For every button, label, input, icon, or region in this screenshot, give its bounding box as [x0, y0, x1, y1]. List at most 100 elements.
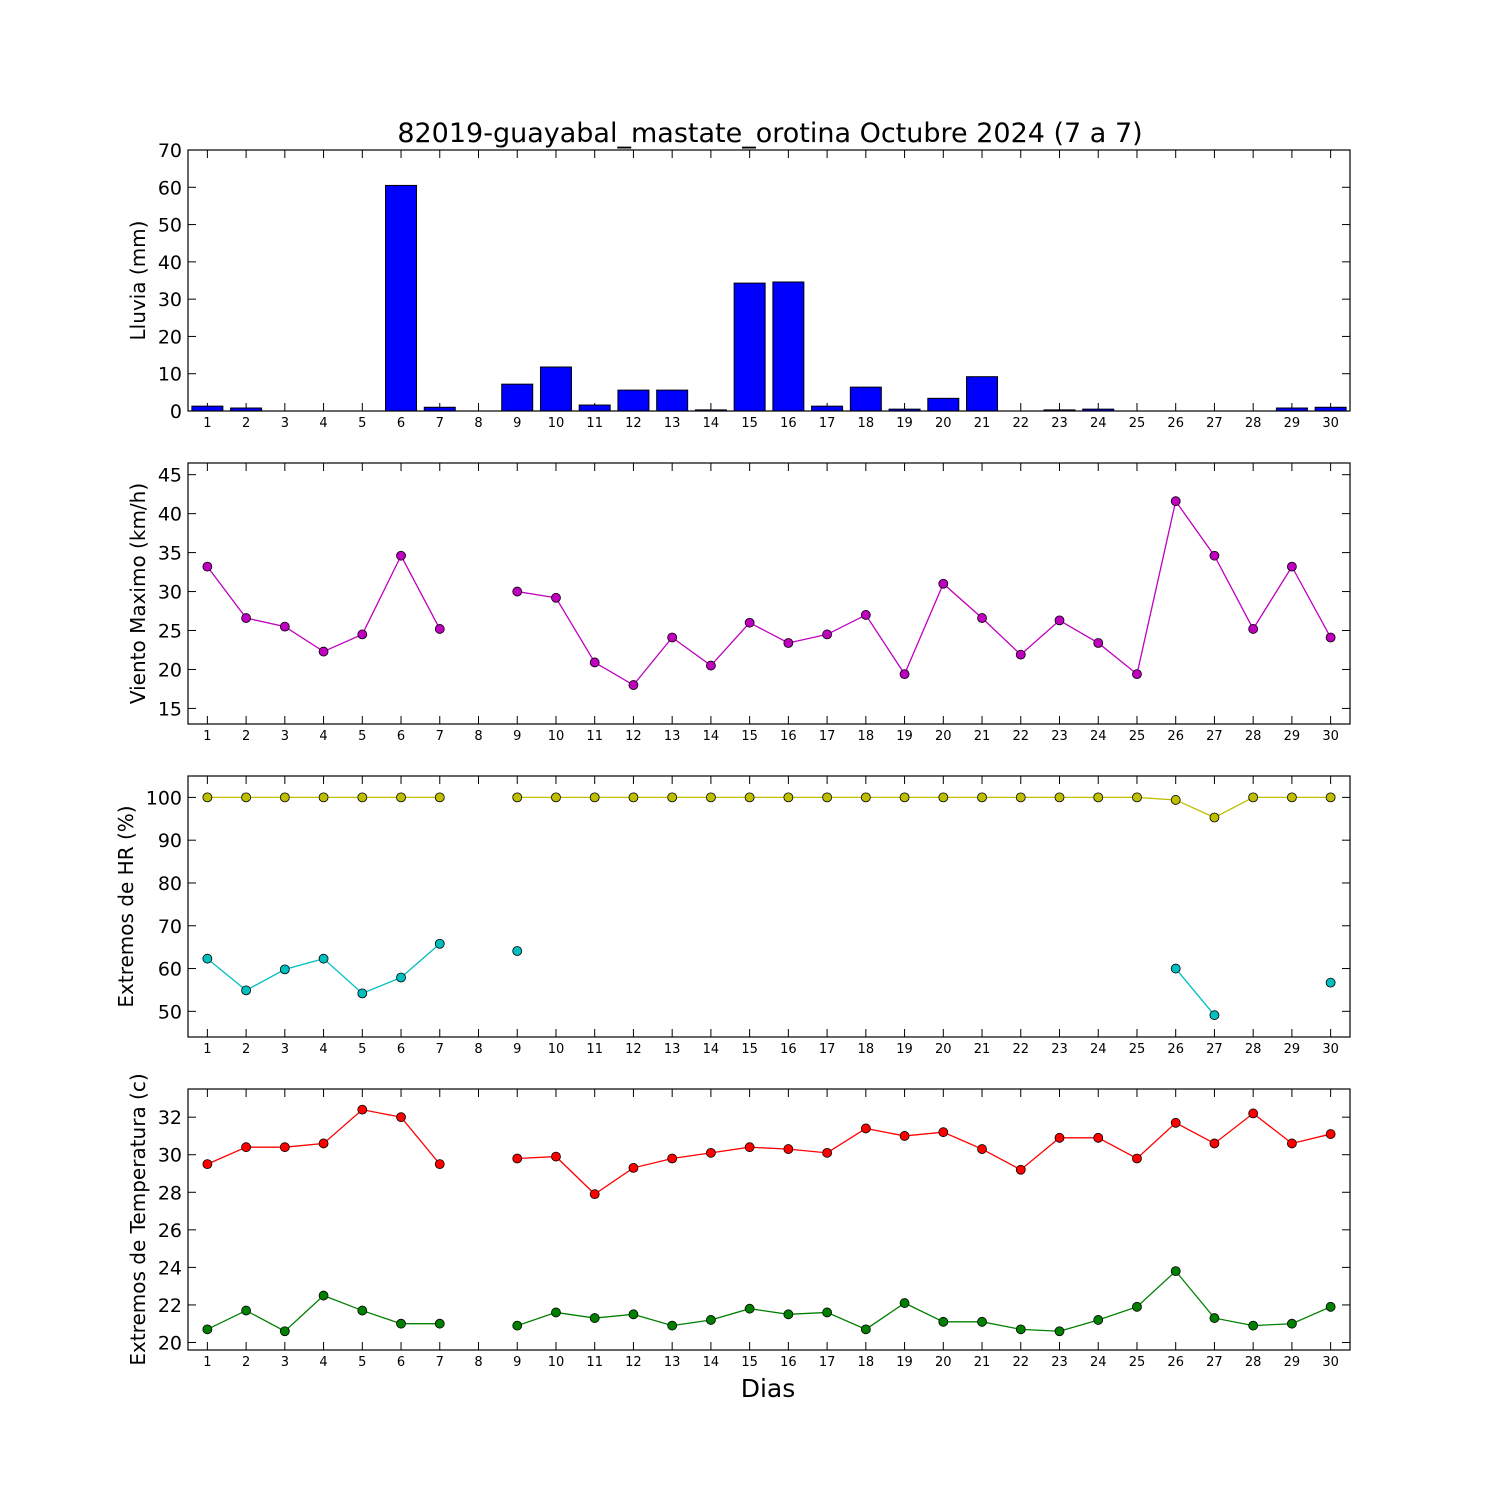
data-point: [706, 792, 716, 803]
data-point: [512, 1153, 523, 1164]
xtick-label: 4: [319, 1042, 327, 1057]
xtick-label: 10: [548, 1355, 565, 1370]
data-point: [202, 953, 213, 964]
xtick-label: 11: [586, 1355, 603, 1370]
data-point: [1170, 1266, 1181, 1277]
xtick-label: 16: [780, 729, 797, 744]
data-point: [1209, 812, 1220, 823]
xtick-label: 24: [1090, 729, 1107, 744]
xtick-label: 30: [1322, 729, 1339, 744]
xtick-label: 10: [548, 416, 565, 431]
xtick-label: 29: [1284, 416, 1301, 431]
xtick-label: 22: [1012, 1042, 1029, 1057]
xtick-label: 13: [664, 1355, 681, 1370]
data-point: [202, 1159, 213, 1170]
data-point: [783, 1309, 794, 1320]
ytick-label: 20: [158, 1332, 182, 1354]
ytick-label: 20: [158, 326, 182, 348]
xtick-label: 21: [974, 1355, 991, 1370]
xtick-label: 16: [780, 1042, 797, 1057]
data-point: [938, 1316, 949, 1327]
rain-bar: [811, 405, 844, 412]
data-point: [357, 1104, 368, 1115]
y-axis-label: Lluvia (mm): [126, 221, 150, 341]
data-point: [241, 613, 252, 623]
xtick-label: 23: [1051, 1355, 1068, 1370]
data-point: [628, 1162, 639, 1173]
rain-bar: [927, 397, 960, 412]
ytick-label: 10: [158, 364, 182, 386]
xtick-label: 9: [513, 1355, 521, 1370]
xtick-label: 5: [358, 1042, 366, 1057]
data-point: [241, 985, 252, 996]
xtick-label: 6: [397, 729, 405, 744]
ytick-label: 90: [158, 830, 182, 852]
xtick-label: 2: [242, 729, 250, 744]
xtick-label: 7: [436, 729, 444, 744]
xtick-label: 4: [319, 1355, 327, 1370]
data-point: [977, 1316, 987, 1327]
xtick-label: 19: [896, 1042, 913, 1057]
data-point: [860, 792, 871, 803]
data-point: [1248, 792, 1259, 803]
data-point: [1170, 1117, 1181, 1128]
ytick-label: 28: [158, 1182, 182, 1204]
xtick-label: 13: [664, 1042, 681, 1057]
xtick-label: 27: [1206, 416, 1223, 431]
xtick-label: 1: [203, 1355, 211, 1370]
series-line: [1175, 968, 1215, 1016]
ytick-label: 50: [158, 215, 182, 237]
xtick-label: 10: [548, 729, 565, 744]
data-point: [899, 792, 910, 803]
xtick-label: 7: [436, 416, 444, 431]
xtick-label: 11: [586, 416, 603, 431]
data-point: [1209, 1010, 1220, 1021]
xtick-label: 24: [1090, 1355, 1107, 1370]
xtick-label: 29: [1284, 729, 1301, 744]
xtick-label: 21: [974, 729, 991, 744]
ytick-label: 32: [158, 1107, 182, 1129]
rain-bar: [656, 389, 689, 412]
xtick-label: 18: [858, 1042, 875, 1057]
rain-bar: [539, 366, 572, 412]
data-point: [899, 1131, 910, 1141]
ytick-label: 45: [158, 465, 182, 487]
ytick-label: 30: [158, 582, 182, 604]
ytick-label: 80: [158, 873, 182, 895]
xtick-label: 28: [1245, 1355, 1262, 1370]
xtick-label: 18: [858, 729, 875, 744]
data-point: [202, 1324, 213, 1335]
data-point: [667, 1153, 678, 1164]
xtick-label: 26: [1167, 416, 1184, 431]
xtick-label: 12: [625, 1042, 642, 1057]
data-point: [279, 621, 290, 632]
xtick-label: 4: [319, 729, 327, 744]
rain-bar: [772, 281, 805, 412]
ytick-label: 25: [158, 621, 182, 643]
axes-frame: [187, 775, 1351, 1038]
data-point: [1015, 792, 1026, 803]
xtick-label: 30: [1322, 1355, 1339, 1370]
data-point: [1015, 1164, 1026, 1175]
series-line: [517, 1112, 1331, 1195]
series-line: [517, 796, 1331, 819]
xtick-label: 22: [1012, 1355, 1029, 1370]
data-point: [589, 1189, 600, 1200]
xtick-label: 23: [1051, 416, 1068, 431]
data-point: [1209, 550, 1220, 561]
data-point: [1132, 1301, 1142, 1312]
xtick-label: 30: [1322, 416, 1339, 431]
xtick-label: 1: [203, 729, 211, 744]
xtick-label: 13: [664, 416, 681, 431]
xtick-label: 26: [1167, 1355, 1184, 1370]
xtick-label: 6: [397, 416, 405, 431]
xtick-label: 23: [1051, 1042, 1068, 1057]
data-point: [1054, 1132, 1065, 1143]
xtick-label: 27: [1206, 729, 1223, 744]
xtick-label: 3: [281, 1355, 289, 1370]
xtick-label: 25: [1129, 416, 1146, 431]
data-point: [977, 792, 987, 803]
data-point: [860, 610, 871, 620]
data-point: [1054, 615, 1065, 626]
